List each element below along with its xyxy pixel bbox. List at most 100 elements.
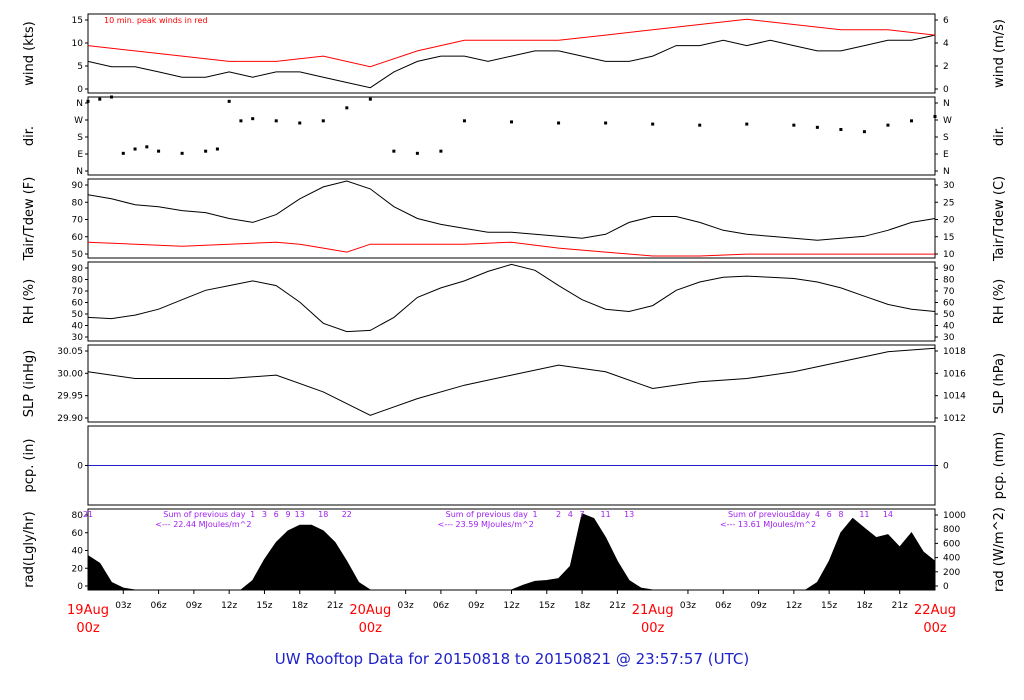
direction-point <box>298 121 302 125</box>
hour-annotation: 11 <box>859 510 869 519</box>
x-tick-label: 03z <box>398 601 414 611</box>
tick-label: 60 <box>72 233 84 243</box>
tick-label: N <box>76 167 83 177</box>
tick-label: 50 <box>72 310 84 320</box>
tick-label: 0 <box>77 582 83 592</box>
hour-annotation: 13 <box>295 510 305 519</box>
direction-point <box>651 122 655 126</box>
tick-label: 1016 <box>943 369 966 379</box>
direction-point <box>698 123 702 127</box>
tick-label: 6 <box>943 16 949 26</box>
tick-label: 60 <box>943 299 955 309</box>
day-label: 22Aug <box>914 603 956 618</box>
x-tick-label: 15z <box>256 601 272 611</box>
ylabel-right: Tair/Tdew (C) <box>992 176 1007 262</box>
x-tick-label: 06z <box>433 601 449 611</box>
direction-point <box>886 123 890 127</box>
tick-label: E <box>77 150 83 160</box>
hour-annotation: 8 <box>838 510 843 519</box>
tick-label: 80 <box>943 276 955 286</box>
tick-label: 1012 <box>943 414 966 424</box>
tick-label: 40 <box>72 322 84 332</box>
direction-point <box>909 119 913 123</box>
hour-annotation: 14 <box>883 510 893 519</box>
direction-point <box>86 99 90 103</box>
ylabel-left: wind (kts) <box>22 21 37 85</box>
tick-label: 30 <box>72 333 84 343</box>
series-line-temp-0 <box>87 180 936 241</box>
ylabel-right: SLP (hPa) <box>992 353 1007 414</box>
direction-point <box>933 115 937 118</box>
tick-label: 1014 <box>943 392 966 402</box>
tick-label: 30 <box>943 181 955 191</box>
tick-label: 40 <box>943 322 955 332</box>
panel-frame-temp <box>87 178 936 259</box>
hour-annotation: 6 <box>827 510 832 519</box>
tick-label: 10 <box>72 39 84 49</box>
ylabel-right: pcp. (mm) <box>992 432 1007 499</box>
ylabel-right: dir. <box>992 126 1007 146</box>
ylabel-right: rad (W/m^2) <box>992 507 1007 592</box>
direction-point <box>604 121 608 125</box>
tick-label: 0 <box>943 582 949 592</box>
x-tick-label: 03z <box>680 601 696 611</box>
hour-annotation: 3 <box>262 510 267 519</box>
direction-point <box>133 147 137 151</box>
hour-annotation: 2 <box>556 510 561 519</box>
daily-sum-value: <--- 23.59 MJoules/m^2 <box>438 520 534 529</box>
tick-label: 20 <box>943 216 955 226</box>
x-tick-label: 06z <box>150 601 166 611</box>
tick-label: 600 <box>943 539 960 549</box>
direction-point <box>510 120 513 124</box>
hour-annotation: 22 <box>342 510 352 519</box>
tick-label: 30.05 <box>57 347 83 357</box>
hour-annotation: 7 <box>580 510 585 519</box>
direction-point <box>745 122 749 126</box>
x-tick-label: 15z <box>821 601 837 611</box>
series-line-wind-0 <box>87 34 936 89</box>
tick-label: 70 <box>72 216 84 226</box>
panel-frame-rh <box>87 261 936 342</box>
tick-label: 0 <box>77 462 83 472</box>
tick-label: N <box>76 99 83 109</box>
chart-title: UW Rooftop Data for 20150818 to 20150821… <box>274 650 750 668</box>
tick-label: 400 <box>943 554 960 564</box>
hour-annotation: 6 <box>274 510 279 519</box>
x-tick-label: 09z <box>750 601 766 611</box>
series-line-slp-0 <box>87 347 936 416</box>
day-label: 19Aug <box>67 603 109 618</box>
direction-point <box>839 128 843 131</box>
day-label: 21Aug <box>632 603 674 618</box>
direction-point <box>110 95 114 99</box>
direction-point <box>415 151 419 155</box>
tick-label: 1000 <box>943 511 966 521</box>
tick-label: 0 <box>943 85 949 95</box>
radiation-area <box>87 513 936 591</box>
hour-annotation: 1 <box>791 510 796 519</box>
hour-annotation: 18 <box>318 510 328 519</box>
daily-sum-value: <--- 13.61 MJoules/m^2 <box>720 520 816 529</box>
direction-point <box>145 145 149 149</box>
ylabel-left: rad(Lgly/hr) <box>22 511 37 587</box>
direction-point <box>368 97 372 101</box>
x-tick-label: 12z <box>221 601 237 611</box>
tick-label: N <box>943 99 950 109</box>
tick-label: 5 <box>77 62 83 72</box>
day-label: 20Aug <box>349 603 391 618</box>
tick-label: 0 <box>943 462 949 472</box>
tick-label: 80 <box>72 511 84 521</box>
tick-label: 10 <box>943 250 955 260</box>
x-tick-label: 21z <box>609 601 625 611</box>
x-tick-label: 12z <box>503 601 519 611</box>
tick-label: E <box>943 150 949 160</box>
ylabel-right: wind (m/s) <box>992 19 1007 88</box>
direction-point <box>239 119 243 123</box>
tick-label: 90 <box>943 264 955 274</box>
direction-point <box>815 125 819 129</box>
direction-point <box>215 147 219 151</box>
hour-annotation: 4 <box>568 510 573 519</box>
ylabel-left: RH (%) <box>22 279 37 324</box>
ylabel-left: pcp. (in) <box>22 439 37 493</box>
tick-label: 70 <box>943 287 955 297</box>
x-tick-label: 21z <box>327 601 343 611</box>
